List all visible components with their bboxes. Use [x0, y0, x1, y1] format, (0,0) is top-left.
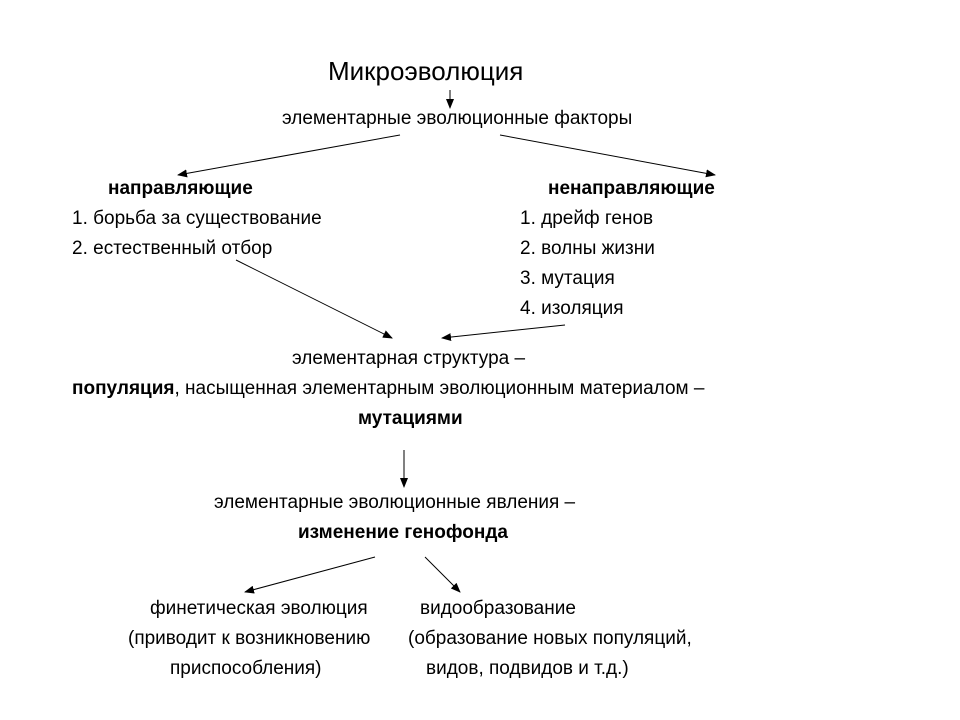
- middle-line-2: популяция, насыщенная элементарным эволю…: [72, 378, 704, 400]
- left-header: направляющие: [108, 178, 253, 200]
- right-item-3: 3. мутация: [520, 268, 615, 290]
- right-item-4: 4. изоляция: [520, 298, 624, 320]
- bottom-right-line-3: видов, подвидов и т.д.): [426, 658, 629, 680]
- bottom-left-line-2: (приводит к возникновению: [128, 628, 370, 650]
- arrow: [245, 557, 375, 592]
- right-header: ненаправляющие: [548, 178, 715, 200]
- bottom-right-line-2: (образование новых популяций,: [408, 628, 692, 650]
- population-bold: популяция: [72, 378, 174, 399]
- phenomena-line-1: элементарные эволюционные явления –: [214, 492, 575, 514]
- arrow: [500, 135, 715, 175]
- diagram-title: Микроэволюция: [328, 56, 523, 87]
- subtitle: элементарные эволюционные факторы: [282, 108, 632, 130]
- arrow: [236, 260, 392, 338]
- left-item-2: 2. естественный отбор: [72, 238, 272, 260]
- middle-line-1: элементарная структура –: [292, 348, 525, 370]
- right-item-1: 1. дрейф генов: [520, 208, 653, 230]
- bottom-left-line-3: приспособления): [170, 658, 322, 680]
- arrow: [442, 325, 565, 338]
- arrow: [425, 557, 460, 592]
- bottom-left-line-1: финетическая эволюция: [150, 598, 368, 620]
- middle-line-2b: , насыщенная элементарным эволюционным м…: [174, 378, 704, 399]
- left-item-1: 1. борьба за существование: [72, 208, 322, 230]
- bottom-right-line-1: видообразование: [420, 598, 576, 620]
- arrow: [178, 135, 400, 175]
- middle-line-3: мутациями: [358, 408, 463, 430]
- phenomena-line-2: изменение генофонда: [298, 522, 508, 544]
- right-item-2: 2. волны жизни: [520, 238, 655, 260]
